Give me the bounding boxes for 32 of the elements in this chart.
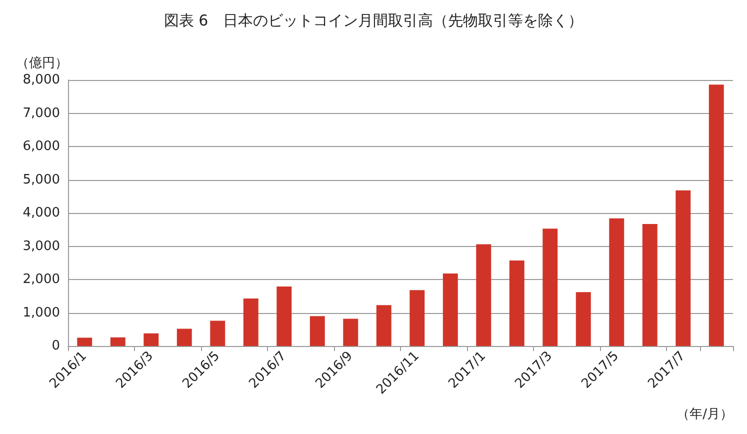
y-tick-label: 7,000 (22, 106, 60, 121)
bar (609, 218, 624, 346)
bar (144, 333, 159, 346)
y-tick-label: 5,000 (22, 172, 60, 188)
bar (110, 337, 126, 346)
bar (176, 328, 192, 346)
bar (310, 316, 325, 346)
y-tick-label: 2,000 (22, 272, 60, 287)
bar (509, 260, 524, 346)
bar (410, 290, 425, 346)
bar (642, 224, 658, 346)
y-tick-label: 6,000 (22, 139, 60, 154)
bar (476, 244, 492, 346)
y-tick-label: 8,000 (22, 72, 60, 88)
bar (243, 298, 258, 346)
y-tick-label: 4,000 (22, 206, 60, 220)
y-tick-label: 3,000 (22, 238, 60, 254)
bar (343, 318, 358, 346)
y-tick-label: 1,000 (22, 305, 60, 320)
bar (542, 228, 558, 346)
x-axis-title: （年/月） (676, 407, 733, 422)
chart-title: 図表 6 日本のビットコイン月間取引高（先物取引等を除く） (164, 12, 584, 30)
bar (576, 292, 591, 346)
bar (708, 84, 724, 346)
bar (276, 286, 292, 346)
bar (210, 320, 226, 346)
bar (77, 338, 92, 346)
y-axis-title: （億円） (16, 56, 68, 71)
bar (376, 305, 392, 346)
y-tick-label: 0 (52, 338, 60, 354)
bar (676, 190, 691, 346)
bar (442, 274, 458, 346)
